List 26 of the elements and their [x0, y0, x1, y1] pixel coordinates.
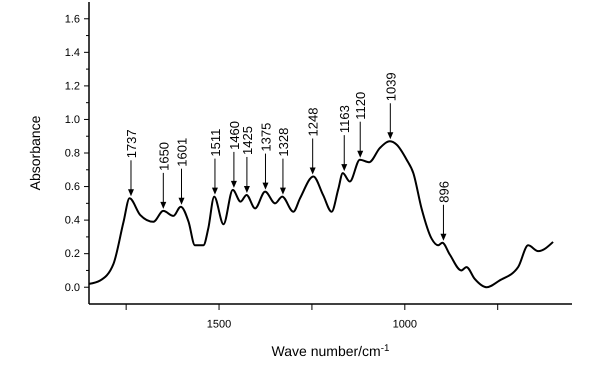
annotation: 1163: [337, 105, 352, 134]
y-tick-label: 1.4: [64, 46, 80, 59]
x-tick-label: 1000: [392, 318, 418, 330]
y-tick-label: 0.6: [64, 181, 80, 194]
annotation: 1737: [124, 129, 139, 158]
annotation: 1650: [156, 142, 172, 171]
y-tick-label: 0.8: [64, 148, 80, 160]
y-tick-label: 0.4: [64, 214, 80, 227]
annotation: 1460: [226, 120, 242, 150]
annotation: 1511: [208, 128, 223, 157]
annotation: 1425: [240, 126, 255, 155]
y-tick-label: 1.6: [64, 13, 80, 26]
annotation: 1375: [258, 122, 274, 152]
annotation: 1601: [174, 138, 190, 167]
annotation: 896: [436, 181, 452, 203]
y-tick-label: 1.2: [64, 80, 80, 92]
annotation: 1120: [353, 92, 368, 120]
y-axis-title: Absorbance: [27, 115, 43, 190]
y-tick-label: 0.0: [64, 282, 80, 294]
x-axis-title: Wave number/cm$^{-1}$: [272, 342, 390, 359]
y-tick-label: 1.0: [64, 114, 80, 126]
annotation: 1328: [276, 128, 291, 157]
annotation: 1248: [306, 108, 321, 136]
annotation: 1039: [383, 72, 398, 102]
x-tick-label: 1500: [206, 318, 232, 330]
y-tick-label: 0.2: [64, 248, 80, 260]
